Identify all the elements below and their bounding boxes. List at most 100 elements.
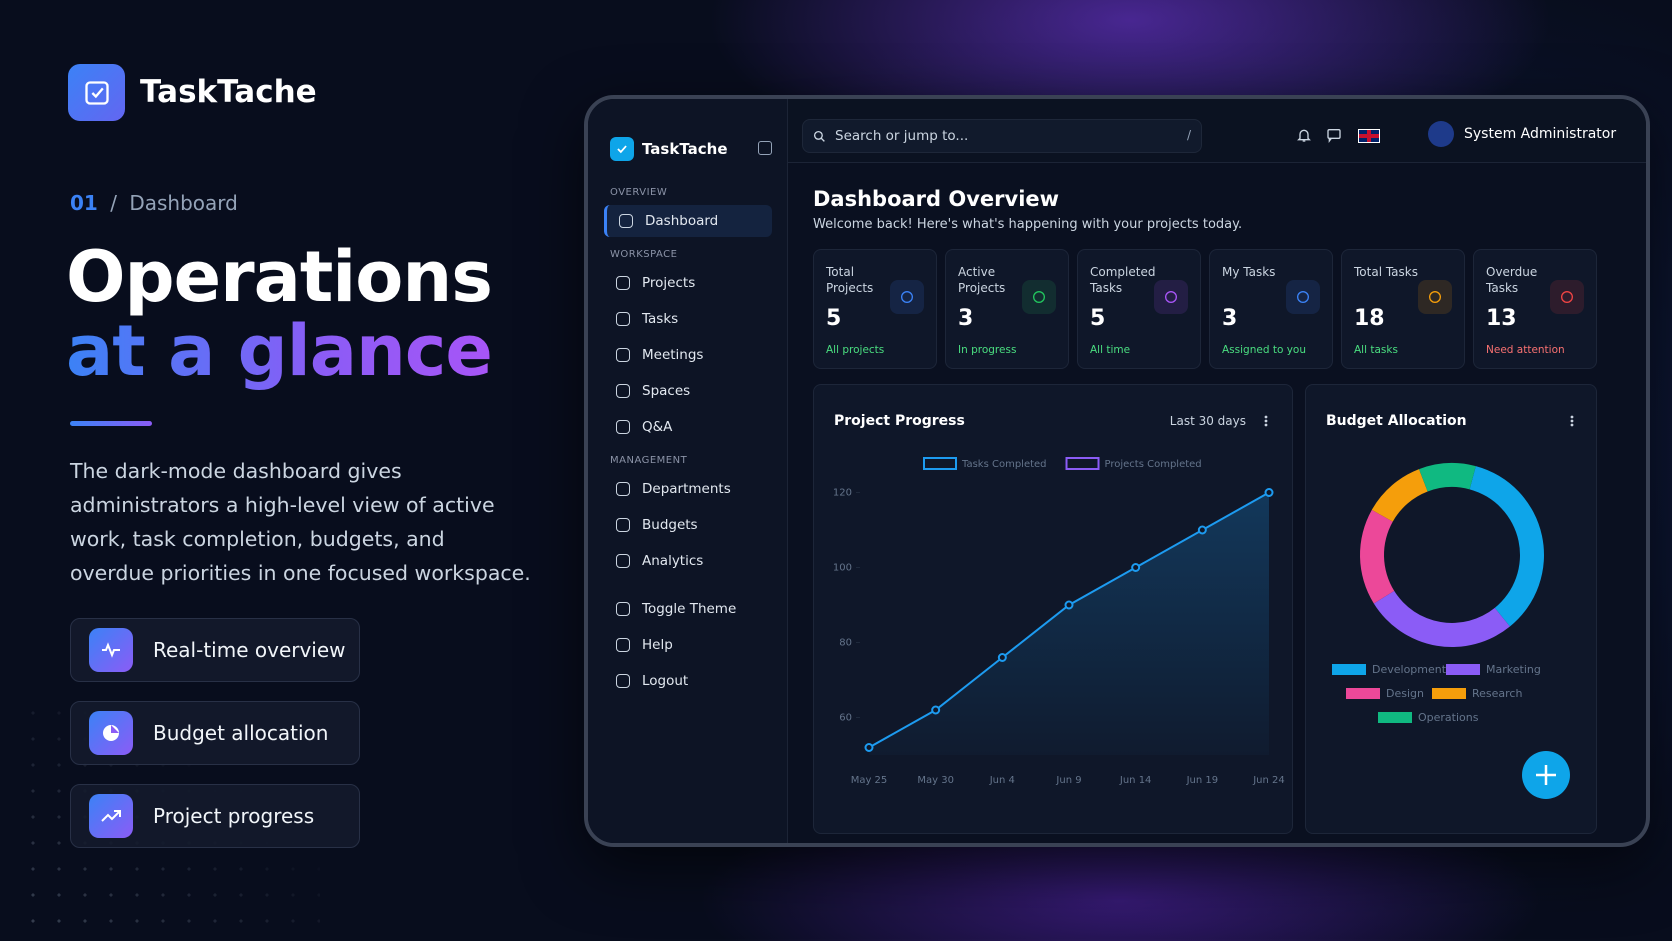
stat-value: 13 [1486, 306, 1517, 331]
menu-dot [1570, 423, 1574, 427]
nav-item[interactable]: Projects [604, 267, 772, 299]
feature-icon [89, 794, 133, 838]
breadcrumb-number: 01 [70, 191, 98, 215]
nav-item[interactable]: Budgets [604, 509, 772, 541]
nav-item[interactable]: Tasks [604, 303, 772, 335]
stat-value: 5 [1090, 306, 1106, 331]
stat-note: In progress [958, 344, 1017, 356]
line-chart: Project Progress Last 30 days Tasks Comple… [833, 413, 1285, 786]
accent-bar [70, 421, 152, 426]
menu-dot [1264, 415, 1268, 419]
feature-button[interactable]: Project progress [70, 784, 360, 848]
x-tick-label: Jun 24 [1252, 775, 1285, 786]
x-tick-label: Jun 4 [989, 775, 1015, 786]
user-name[interactable]: System Administrator [1464, 126, 1617, 142]
nav-item[interactable]: Help [604, 629, 772, 661]
feature-icon [89, 711, 133, 755]
x-tick-label: May 30 [917, 775, 954, 786]
stat-icon [1022, 280, 1056, 314]
pie-segment [1373, 590, 1510, 647]
line-point [1064, 600, 1074, 610]
description-line: administrators a high-level view of acti… [70, 493, 495, 517]
legend-swatch [1378, 712, 1412, 723]
nav-label: Help [642, 637, 673, 653]
stat-label: Total Tasks [1354, 265, 1418, 279]
nav-item[interactable]: Departments [604, 473, 772, 505]
logo-icon [68, 64, 125, 121]
nav-item[interactable]: Q&A [604, 411, 772, 443]
nav-label: Meetings [642, 347, 704, 363]
nav-item[interactable]: Toggle Theme [604, 593, 772, 625]
dashboard-subtitle: Welcome back! Here's what's happening wi… [813, 217, 1243, 232]
chart-title: Project Progress [834, 413, 965, 429]
legend-label: Research [1472, 687, 1522, 700]
notifications-icon[interactable] [1296, 127, 1312, 143]
menu-dot [1264, 423, 1268, 427]
x-tick-label: May 25 [851, 775, 888, 786]
line-point [931, 705, 941, 715]
y-tick-label: 100 [833, 563, 852, 574]
menu-dot [1264, 419, 1268, 423]
stat-note: Need attention [1486, 344, 1565, 356]
pie-segment [1360, 509, 1395, 604]
description-line: overdue priorities in one focused worksp… [70, 561, 531, 585]
stat-note: All projects [826, 344, 885, 356]
description: The dark-mode dashboard gives administrat… [70, 454, 531, 590]
nav-item[interactable]: Spaces [604, 375, 772, 407]
breadcrumb-page: Dashboard [129, 191, 238, 215]
legend-label: Operations [1418, 711, 1479, 724]
feature-button[interactable]: Budget allocation [70, 701, 360, 765]
stat-label: Active Projects [958, 265, 1006, 295]
nav-label: Toggle Theme [642, 601, 737, 617]
topbar: Search or jump to... / System Administra… [788, 99, 1646, 163]
stat-card: Completed Tasks 5 All time [1077, 249, 1201, 369]
nav-item[interactable]: Dashboard [604, 205, 772, 237]
dashboard-frame: TaskTache OVERVIEW Dashboard WORKSPACE Proj… [584, 95, 1650, 847]
nav-label: Analytics [642, 553, 704, 569]
legend-label: Design [1386, 687, 1424, 700]
legend-label: Development [1372, 663, 1447, 676]
legend-swatch [1432, 688, 1466, 699]
pie-segment [1469, 466, 1544, 627]
messages-icon[interactable] [1326, 127, 1342, 143]
y-tick-label: 80 [839, 638, 852, 649]
dashboard-title: Dashboard Overview [813, 187, 1060, 211]
stat-card: Active Projects 3 In progress [945, 249, 1069, 369]
avatar[interactable] [1428, 121, 1454, 147]
search-box[interactable]: Search or jump to... / [802, 119, 1202, 153]
nav-label: Projects [642, 275, 696, 291]
hero-line-2: at a glance [66, 310, 493, 392]
nav-icon [616, 348, 630, 362]
collapse-button[interactable] [758, 141, 772, 155]
line-point [1131, 563, 1141, 572]
nav-heading: OVERVIEW [610, 187, 668, 198]
line-point [997, 653, 1007, 662]
nav-label: Tasks [642, 311, 679, 327]
language-flag[interactable] [1358, 129, 1380, 143]
brand: TaskTache [140, 74, 317, 110]
feature-icon [89, 628, 133, 672]
pie-chart: Budget Allocation Development Marketing Des… [1326, 413, 1574, 799]
stat-value: 3 [1222, 306, 1238, 331]
nav-icon [616, 518, 630, 532]
sidebar-brand: TaskTache [642, 140, 728, 158]
stat-note: Assigned to you [1222, 344, 1306, 356]
nav-heading: MANAGEMENT [610, 455, 688, 466]
nav-icon [616, 420, 630, 434]
stat-label: Completed Tasks [1090, 265, 1156, 295]
nav-label: Budgets [642, 517, 698, 533]
add-button[interactable] [1522, 751, 1570, 799]
nav-item[interactable]: Meetings [604, 339, 772, 371]
x-tick-label: Jun 9 [1055, 775, 1081, 786]
feature-label: Real-time overview [153, 638, 346, 662]
nav-item[interactable]: Analytics [604, 545, 772, 577]
hero-line-1: Operations [66, 236, 493, 318]
line-point [1197, 525, 1207, 535]
nav-item[interactable]: Logout [604, 665, 772, 697]
feature-button[interactable]: Real-time overview [70, 618, 360, 682]
legend-swatch [1446, 664, 1480, 675]
x-tick-label: Jun 19 [1186, 775, 1219, 786]
legend-swatch [1332, 664, 1366, 675]
stat-value: 18 [1354, 306, 1385, 331]
nav-label: Departments [642, 481, 731, 497]
